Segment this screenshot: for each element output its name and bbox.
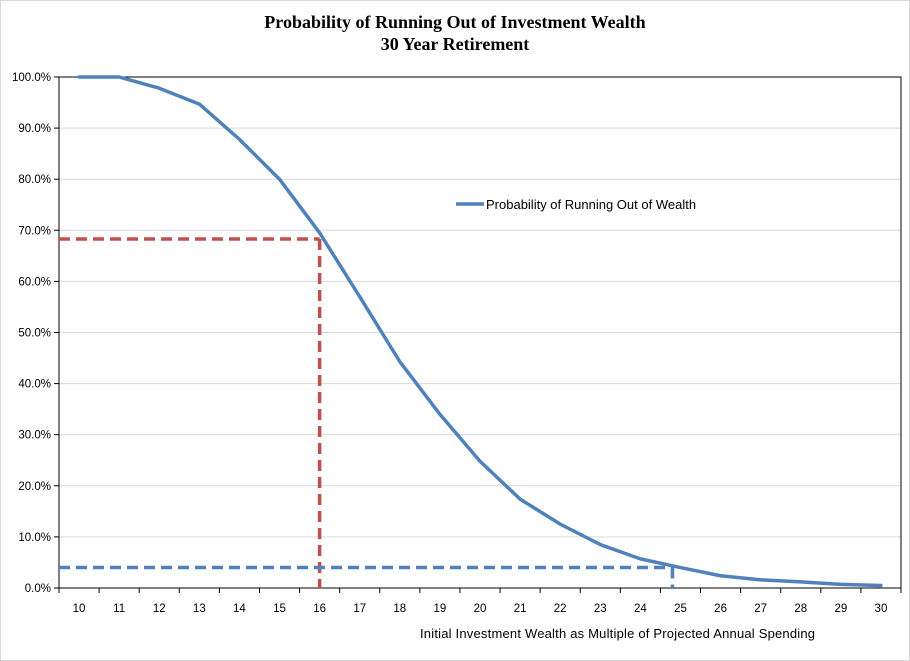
x-axis-label: Initial Investment Wealth as Multiple of… [420, 626, 816, 641]
y-tick-label: 0.0% [25, 583, 51, 595]
data-point [639, 558, 642, 560]
data-point [559, 523, 561, 525]
axes [58, 76, 902, 593]
y-tick-label: 90.0% [18, 123, 51, 135]
x-tick-label: 13 [193, 603, 206, 615]
x-tick-label: 18 [393, 603, 406, 615]
series-line [77, 75, 883, 588]
x-tick-label: 11 [113, 603, 125, 615]
data-point [198, 103, 201, 105]
series-group [77, 75, 883, 588]
data-point [158, 87, 161, 90]
x-tick-label: 30 [875, 603, 888, 615]
data-point [358, 295, 361, 298]
y-tick-label: 100.0% [12, 72, 51, 84]
y-tick-label: 50.0% [18, 328, 51, 340]
data-point [880, 584, 882, 587]
data-point [519, 498, 521, 500]
data-point [278, 178, 281, 180]
guide-lines [59, 237, 675, 588]
chart-subtitle: 30 Year Retirement [380, 34, 530, 54]
x-tick-labels: 10 11 12 13 14 15 16 17 18 19 20 21 22 23 24 25 26 27 28 29… [73, 603, 888, 615]
gridlines [54, 76, 901, 589]
x-tick-label: 24 [634, 603, 647, 615]
data-point [318, 232, 321, 234]
data-point [679, 566, 682, 569]
x-tick-label: 29 [834, 603, 847, 615]
y-tick-label: 80.0% [18, 174, 51, 186]
x-tick-label: 17 [353, 603, 366, 615]
x-tick-label: 27 [754, 603, 767, 615]
data-point [479, 460, 481, 463]
data-point [719, 574, 722, 577]
x-tick-label: 23 [594, 603, 607, 615]
x-tick-label: 21 [514, 603, 527, 615]
y-tick-labels: 0.0% 10.0% 20.0% 30.0% 40.0% 50.0% 60.0% 70.0% 8… [12, 72, 51, 595]
x-tick-label: 25 [674, 603, 687, 615]
x-tick-label: 28 [794, 603, 807, 615]
x-tick-label: 20 [474, 603, 487, 615]
x-tick-label: 14 [233, 603, 246, 615]
x-tick-label: 10 [73, 603, 86, 615]
x-tick-label: 26 [714, 603, 727, 615]
y-tick-label: 30.0% [18, 430, 51, 442]
data-point [799, 581, 802, 583]
x-tick-label: 22 [554, 603, 567, 615]
chart-title: Probability of Running Out of Investment… [264, 12, 646, 32]
data-point [840, 583, 842, 586]
y-tick-label: 20.0% [18, 481, 51, 493]
data-point [439, 413, 441, 416]
y-tick-label: 10.0% [18, 532, 51, 544]
x-tick-label: 15 [273, 603, 286, 615]
x-tick-label: 12 [153, 603, 166, 615]
y-tick-label: 40.0% [18, 379, 51, 391]
legend-label: Probability of Running Out of Wealth [486, 197, 696, 212]
data-point [118, 76, 120, 78]
y-tick-label: 60.0% [18, 276, 51, 288]
data-point [238, 138, 241, 141]
data-point [599, 543, 602, 546]
legend: Probability of Running Out of Wealth [456, 197, 696, 212]
x-tick-label: 19 [434, 603, 447, 615]
data-point [78, 76, 80, 78]
plot-area-border [58, 76, 902, 589]
data-point [759, 579, 762, 581]
y-tick-label: 70.0% [18, 225, 51, 237]
x-tick-label: 16 [313, 603, 326, 615]
data-point [399, 360, 401, 363]
